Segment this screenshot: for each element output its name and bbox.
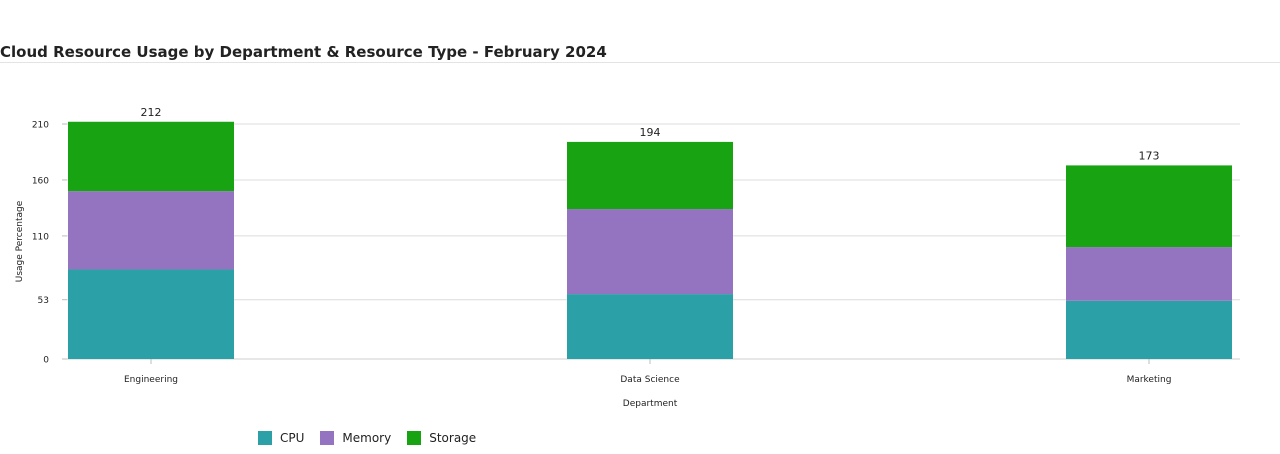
chart-legend: CPU Memory Storage bbox=[258, 429, 492, 447]
bar-segment-memory[interactable] bbox=[1066, 247, 1232, 301]
chart-header: Cloud Resource Usage by Department & Res… bbox=[0, 0, 1280, 63]
legend-item-storage[interactable]: Storage bbox=[407, 431, 476, 445]
bar-segment-memory[interactable] bbox=[567, 209, 733, 295]
y-tick-label: 110 bbox=[32, 232, 49, 242]
legend-label: CPU bbox=[280, 431, 305, 445]
bar-segment-storage[interactable] bbox=[567, 141, 733, 210]
legend-item-cpu[interactable]: CPU bbox=[258, 431, 304, 445]
bar-total-label: 194 bbox=[640, 126, 661, 139]
legend-swatch bbox=[258, 431, 272, 445]
x-axis-title: Department bbox=[623, 399, 678, 409]
bar-total-label: 212 bbox=[141, 106, 162, 119]
bar-segment-storage[interactable] bbox=[1066, 165, 1232, 248]
y-tick-label: 210 bbox=[32, 121, 49, 131]
x-tick-label: Marketing bbox=[1127, 375, 1172, 385]
bar-segment-cpu[interactable] bbox=[567, 294, 733, 359]
bar-total-label: 173 bbox=[1139, 149, 1160, 162]
bar-segment-storage[interactable] bbox=[68, 121, 234, 192]
y-tick-label: 160 bbox=[32, 176, 49, 186]
bar-segment-cpu[interactable] bbox=[68, 269, 234, 359]
y-tick-label: 53 bbox=[38, 296, 49, 306]
y-tick-label: 0 bbox=[43, 356, 49, 366]
legend-swatch bbox=[407, 431, 422, 445]
legend-label: Memory bbox=[342, 431, 392, 445]
x-tick-label: Data Science bbox=[620, 375, 680, 385]
legend-swatch bbox=[320, 431, 335, 445]
chart-title: Cloud Resource Usage by Department & Res… bbox=[0, 43, 607, 61]
legend-item-memory[interactable]: Memory bbox=[320, 431, 391, 445]
y-axis-title: Usage Percentage bbox=[15, 200, 25, 282]
bar-segment-cpu[interactable] bbox=[1066, 300, 1232, 359]
legend-label: Storage bbox=[429, 431, 477, 445]
bar-segment-memory[interactable] bbox=[68, 191, 234, 270]
x-tick-label: Engineering bbox=[124, 375, 178, 385]
